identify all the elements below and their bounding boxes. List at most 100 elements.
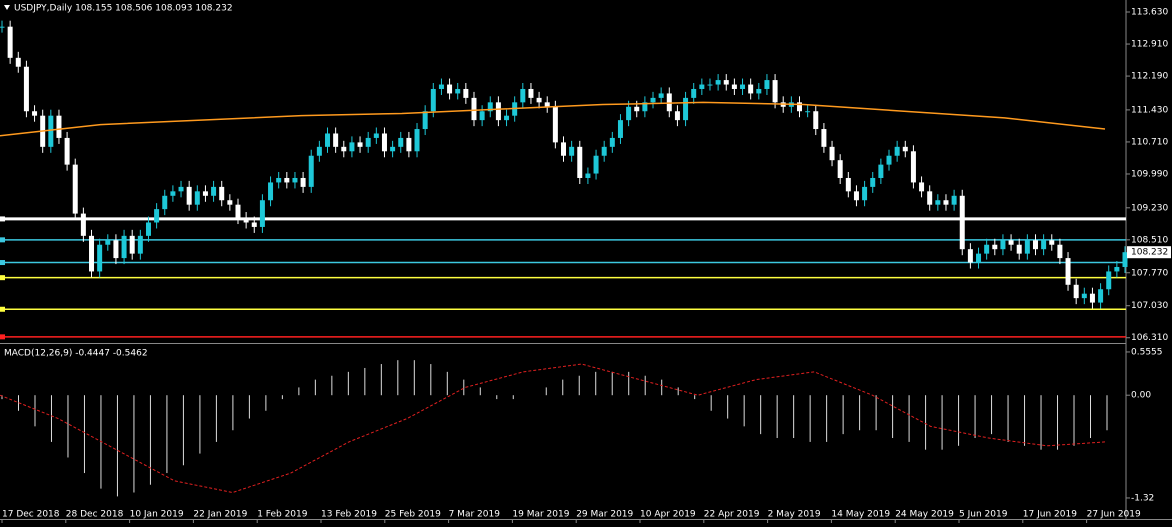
level-marker — [0, 306, 5, 312]
candle-body — [170, 191, 176, 196]
candle-body — [504, 115, 510, 121]
candle-body — [145, 222, 151, 236]
candle-body — [414, 129, 420, 152]
candle-body — [837, 160, 843, 178]
candle-body — [284, 177, 290, 183]
macd-label: MACD(12,26,9) -0.4447 -0.5462 — [4, 349, 148, 359]
candle-body — [154, 209, 160, 223]
candle-body — [422, 111, 428, 130]
candle-body — [341, 146, 347, 152]
candle-body — [845, 177, 851, 192]
candle-body — [202, 191, 208, 196]
candle-body — [333, 133, 339, 147]
candle-body — [1049, 240, 1055, 245]
candle-body — [910, 151, 916, 183]
price-label: 112.910 — [1131, 40, 1168, 50]
candle-body — [520, 88, 526, 103]
candle-body — [227, 200, 233, 205]
candle-body — [471, 97, 477, 121]
level-marker — [0, 216, 5, 222]
header-arrow — [4, 5, 10, 10]
candle-body — [381, 133, 387, 152]
candle-body — [642, 102, 648, 112]
candle-body — [398, 137, 404, 147]
candle-body — [1024, 240, 1030, 254]
price-label: 106.310 — [1131, 333, 1168, 343]
candle-body — [211, 186, 217, 196]
date-label: 27 Jun 2019 — [1087, 510, 1141, 520]
candle-body — [552, 106, 558, 143]
candle-body — [821, 129, 827, 147]
candle-body — [707, 84, 713, 86]
candle-body — [487, 102, 493, 112]
candle-body — [479, 111, 485, 121]
candle-body — [390, 146, 396, 152]
candle-body — [105, 240, 111, 245]
candle-body — [617, 120, 623, 138]
candle-body — [1065, 258, 1071, 285]
candle-body — [1073, 284, 1079, 299]
candle-body — [495, 102, 501, 121]
candle-body — [927, 191, 933, 205]
candle-body — [943, 200, 949, 205]
moving-average — [0, 101, 1106, 137]
candle-body — [528, 88, 534, 98]
candle-body — [577, 146, 583, 178]
candle-body — [862, 186, 868, 201]
candle-body — [56, 115, 62, 138]
date-label: 7 Mar 2019 — [449, 510, 501, 520]
current-price-tag — [1127, 246, 1171, 259]
candle-body — [764, 80, 770, 89]
date-label: 25 Feb 2019 — [385, 510, 441, 520]
candle-body — [561, 142, 566, 156]
price-label: 109.230 — [1131, 203, 1168, 213]
candle-body — [748, 84, 754, 94]
candle-body — [1098, 289, 1104, 303]
candle-body — [48, 115, 54, 147]
level-marker — [0, 275, 5, 281]
candle-body — [1122, 252, 1128, 267]
date-label: 24 May 2019 — [895, 510, 954, 520]
candle-body — [430, 88, 436, 112]
date-label: 29 Mar 2019 — [576, 510, 633, 520]
date-label: 10 Jan 2019 — [130, 510, 184, 520]
candle-body — [536, 97, 542, 103]
price-label: 112.190 — [1131, 72, 1168, 82]
candle-body — [601, 146, 607, 156]
date-label: 22 Jan 2019 — [193, 510, 247, 520]
date-label: 5 Jun 2019 — [959, 510, 1008, 520]
candle-body — [268, 182, 274, 201]
candle-body — [731, 84, 737, 89]
candle-body — [349, 142, 355, 152]
candle-body — [829, 146, 835, 161]
candle-body — [243, 218, 249, 223]
candle-body — [1032, 240, 1038, 250]
candle-body — [373, 133, 379, 138]
candle-body — [699, 84, 705, 89]
candle-body — [853, 191, 859, 201]
candle-body — [259, 200, 265, 227]
candle-body — [463, 88, 469, 98]
candle-body — [1081, 293, 1087, 299]
candle-body — [740, 84, 746, 89]
candle-body — [1016, 244, 1022, 254]
candle-body — [959, 195, 965, 250]
date-label: 17 Dec 2018 — [2, 510, 60, 520]
price-label: 108.510 — [1131, 235, 1168, 245]
candle-body — [89, 235, 95, 272]
macd-axis-label: 0.00 — [1131, 391, 1151, 401]
date-label: 14 May 2019 — [831, 510, 890, 520]
date-label: 19 Mar 2019 — [512, 510, 569, 520]
date-label: 13 Feb 2019 — [321, 510, 377, 520]
candle-body — [569, 146, 575, 156]
candle-body — [805, 111, 811, 113]
candle-body — [796, 102, 802, 112]
candle-body — [23, 66, 29, 112]
candle-body — [683, 97, 689, 121]
candle-body — [97, 244, 103, 272]
candle-body — [935, 200, 941, 205]
candle-body — [316, 146, 322, 156]
date-label: 2 May 2019 — [768, 510, 821, 520]
date-label: 22 Apr 2019 — [704, 510, 760, 520]
